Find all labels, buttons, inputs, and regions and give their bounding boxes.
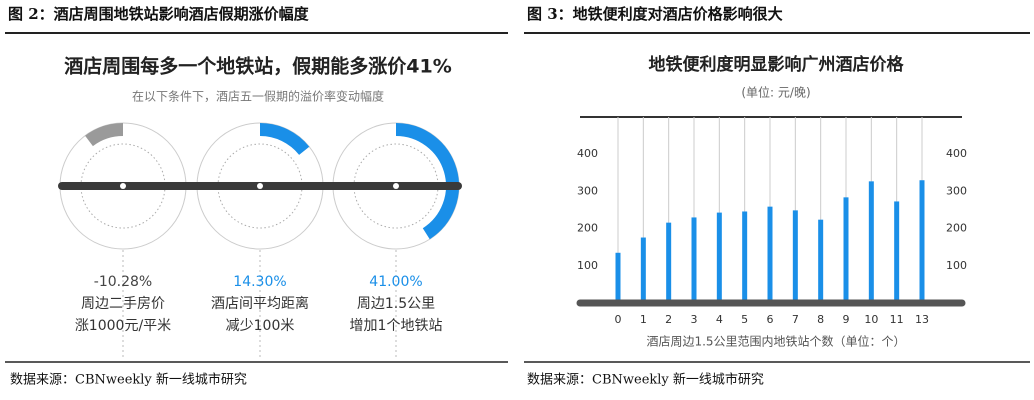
x-tick-label: 13 xyxy=(915,313,929,326)
gauge-arc xyxy=(85,123,124,147)
bar xyxy=(843,197,849,303)
x-tick-label: 10 xyxy=(864,313,878,326)
category-label: 酒店间平均距离 xyxy=(211,295,309,312)
x-tick-label: 9 xyxy=(843,313,850,326)
y-tick-label: 100 xyxy=(577,259,598,272)
y2-tick-label: 300 xyxy=(946,184,967,197)
bar xyxy=(691,217,697,303)
bar xyxy=(868,181,874,303)
source: 数据来源：CBNweekly 新一线城市研究 xyxy=(527,372,764,388)
chart-subtitle: 在以下条件下，酒店五一假期的溢价率变动幅度 xyxy=(132,89,384,104)
y2-tick-label: 400 xyxy=(946,147,967,160)
category-label: 周边二手房价 xyxy=(81,296,165,312)
figure-caption: 图 2：酒店周围地铁站影响酒店假期涨价幅度 xyxy=(8,5,310,23)
gauge-arc xyxy=(259,123,310,156)
center-dot xyxy=(120,183,126,189)
x-tick-label: 6 xyxy=(767,313,774,326)
value-label: 41.00% xyxy=(369,274,422,290)
y-tick-label: 300 xyxy=(577,184,598,197)
y2-tick-label: 200 xyxy=(946,222,967,235)
bar xyxy=(716,212,722,303)
source: 数据来源：CBNweekly 新一线城市研究 xyxy=(10,372,247,388)
chart-subtitle: (单位: 元/晚) xyxy=(741,85,810,100)
y-tick-label: 200 xyxy=(577,222,598,235)
value-label: -10.28% xyxy=(94,274,152,290)
x-tick-label: 1 xyxy=(640,313,647,326)
value-label: 14.30% xyxy=(233,274,286,290)
center-dot xyxy=(257,183,263,189)
x-tick-label: 0 xyxy=(615,313,622,326)
x-tick-label: 8 xyxy=(817,313,824,326)
bar xyxy=(919,180,925,303)
x-tick-label: 3 xyxy=(691,313,698,326)
bar xyxy=(818,219,824,303)
bar xyxy=(666,222,672,303)
bar xyxy=(615,252,621,303)
center-dot xyxy=(393,183,399,189)
bar xyxy=(742,211,748,303)
bar xyxy=(640,237,646,303)
chart-title: 地铁便利度明显影响广州酒店价格 xyxy=(649,54,905,75)
x-tick-label: 5 xyxy=(741,313,748,326)
category-label: 减少100米 xyxy=(226,318,295,334)
bar xyxy=(767,206,773,303)
bar xyxy=(792,210,798,303)
x-axis-label: 酒店周边1.5公里范围内地铁站个数（单位：个） xyxy=(646,334,905,349)
y2-tick-label: 100 xyxy=(946,259,967,272)
x-tick-label: 7 xyxy=(792,313,799,326)
chart-title: 酒店周围每多一个地铁站，假期能多涨价41% xyxy=(64,55,451,78)
bar xyxy=(894,201,900,303)
category-label: 周边1.5公里 xyxy=(357,296,435,312)
category-label: 涨1000元/平米 xyxy=(75,318,171,334)
category-label: 增加1个地铁站 xyxy=(350,318,443,334)
x-tick-label: 4 xyxy=(716,313,723,326)
x-tick-label: 11 xyxy=(890,313,904,326)
gauge-arc xyxy=(395,123,459,240)
y-tick-label: 400 xyxy=(577,147,598,160)
x-tick-label: 2 xyxy=(665,313,672,326)
figure-caption: 图 3：地铁便利度对酒店价格影响很大 xyxy=(527,5,783,23)
